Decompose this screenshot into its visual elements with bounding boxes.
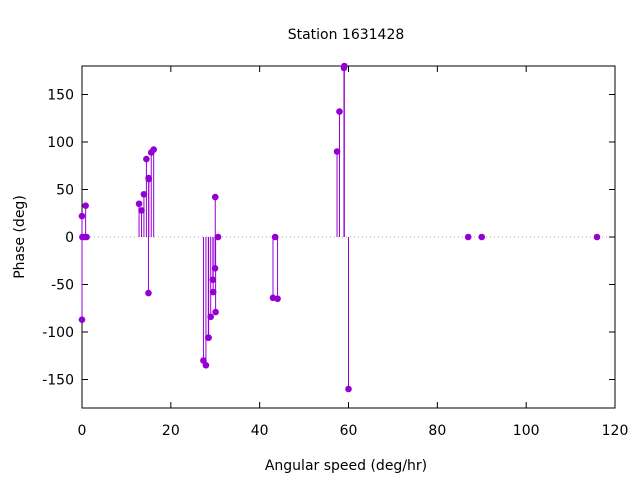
y-tick-label: 50: [56, 183, 74, 199]
data-point: [345, 385, 352, 393]
y-tick-label: -150: [42, 373, 74, 389]
data-point: [209, 276, 217, 284]
data-point: [336, 108, 343, 115]
data-point: [143, 155, 150, 163]
x-tick-label: 100: [513, 423, 540, 439]
data-point: [205, 334, 212, 342]
data-point: [211, 193, 219, 201]
x-tick-label: 20: [162, 423, 180, 439]
data-point: [138, 207, 145, 214]
x-axis-ticks: 0 20 40 60 80 100 120: [78, 66, 629, 439]
data-point: [202, 361, 210, 369]
data-point: [145, 289, 152, 297]
x-tick-label: 120: [602, 423, 629, 439]
data-points: [78, 62, 601, 393]
data-point: [274, 295, 281, 303]
data-point: [211, 265, 219, 272]
data-point: [135, 200, 143, 208]
y-tick-label: -100: [42, 325, 74, 341]
data-point: [212, 308, 219, 316]
data-point: [478, 233, 486, 241]
impulse-lines: [81, 66, 349, 389]
x-tick-label: 80: [428, 423, 446, 439]
data-point: [150, 146, 157, 153]
data-point: [83, 233, 90, 241]
data-point: [271, 233, 279, 241]
data-point: [145, 175, 153, 183]
data-point: [82, 202, 89, 209]
y-tick-label: -50: [51, 278, 74, 294]
x-tick-label: 60: [340, 423, 358, 439]
y-tick-label: 100: [47, 135, 74, 151]
y-tick-label: 150: [47, 88, 74, 104]
y-axis-ticks: -150 -100 -50 0 50 100 150: [42, 88, 615, 389]
data-point: [78, 316, 86, 323]
chart-title: Station 1631428: [288, 27, 405, 43]
data-point: [207, 313, 215, 321]
y-axis-label: Phase (deg): [12, 195, 28, 279]
x-axis-label: Angular speed (deg/hr): [265, 458, 427, 474]
data-point: [214, 233, 222, 241]
data-point: [140, 190, 148, 198]
data-point: [341, 62, 348, 70]
data-point: [464, 233, 472, 241]
x-tick-label: 40: [251, 423, 269, 439]
data-point: [593, 233, 601, 241]
data-point: [209, 288, 217, 296]
data-point: [333, 148, 341, 155]
y-tick-label: 0: [65, 230, 74, 246]
x-tick-label: 0: [78, 423, 87, 439]
data-point: [78, 212, 86, 220]
